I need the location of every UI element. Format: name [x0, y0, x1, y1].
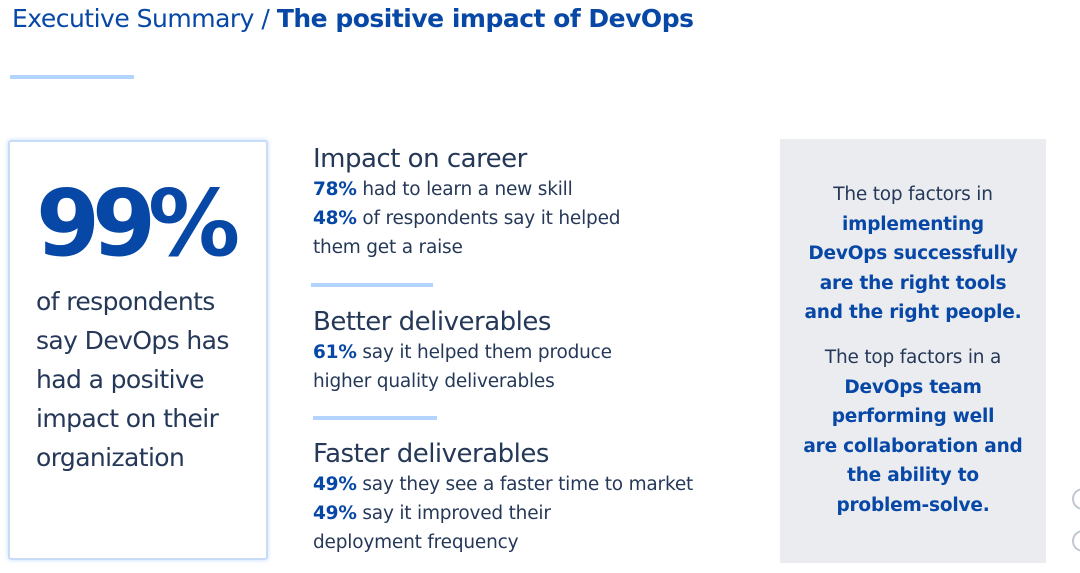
section-name: Executive Summary — [12, 4, 254, 33]
stat-description-line: had a positive — [36, 365, 205, 394]
impact-career: Impact on career 78% had to learn a new … — [313, 143, 621, 262]
top-factors-panel: The top factors in implementing DevOps s… — [780, 139, 1046, 563]
page-title: Executive Summary / The positive impact … — [12, 4, 694, 33]
stat-description-line: organization — [36, 443, 185, 472]
impact-percent: 78% — [313, 179, 357, 200]
impact-text: deployment frequency — [313, 532, 519, 553]
factors-highlight: implementing — [842, 213, 984, 235]
title-underline — [10, 75, 134, 79]
impact-divider — [313, 416, 437, 420]
impact-text: say they see a faster time to market — [356, 474, 694, 495]
factors-highlight: the ability to — [847, 465, 979, 486]
stat-description-line: say DevOps has — [36, 326, 229, 355]
impact-percent: 49% — [313, 474, 357, 495]
impact-line: 49% say it improved their — [313, 499, 693, 528]
factors-highlight: performing well — [831, 406, 995, 427]
impact-text: say it helped them produce — [356, 342, 612, 363]
factors-highlight: are collaboration and — [803, 435, 1023, 457]
stat-card: 99% of respondents say DevOps has had a … — [8, 140, 268, 560]
impact-divider — [311, 283, 433, 287]
impact-line: 49% say they see a faster time to market — [313, 470, 693, 499]
edge-decoration-icon — [1072, 488, 1080, 510]
impact-line: 78% had to learn a new skill — [313, 175, 620, 204]
stat-value: 99% — [36, 170, 240, 277]
impact-heading: Better deliverables — [313, 307, 551, 337]
impact-heading: Impact on career — [313, 144, 527, 174]
impact-better-deliverables: Better deliverables 61% say it helped th… — [313, 306, 612, 396]
impact-text: them get a raise — [313, 237, 463, 258]
impact-line: deployment frequency — [313, 528, 693, 557]
stat-description-line: impact on their — [36, 404, 219, 433]
impact-faster-deliverables: Faster deliverables 49% say they see a f… — [313, 438, 693, 557]
factors-highlight: DevOps successfully — [808, 243, 1018, 264]
stat-description: of respondents say DevOps has had a posi… — [36, 282, 266, 477]
impact-text: say it improved their — [356, 503, 551, 524]
impact-line: them get a raise — [313, 233, 620, 262]
impact-heading: Faster deliverables — [313, 439, 549, 469]
factors-performing: The top factors in a DevOps team perform… — [780, 343, 1046, 520]
impact-percent: 48% — [313, 208, 357, 229]
impact-percent: 61% — [313, 342, 357, 363]
factors-intro: The top factors in a — [824, 347, 1002, 368]
factors-highlight: and the right people. — [804, 302, 1022, 323]
edge-decoration-icon — [1072, 530, 1080, 552]
stat-description-line: of respondents — [36, 287, 215, 316]
factors-highlight: are the right tools — [819, 272, 1007, 294]
factors-implementing: The top factors in implementing DevOps s… — [780, 180, 1046, 328]
impact-line: 48% of respondents say it helped — [313, 204, 621, 233]
factors-highlight: problem-solve. — [836, 494, 990, 516]
impact-text: had to learn a new skill — [356, 179, 573, 200]
impact-line: 61% say it helped them produce — [313, 338, 612, 367]
impact-percent: 49% — [313, 503, 357, 524]
impact-text: of respondents say it helped — [356, 208, 621, 229]
title-main: The positive impact of DevOps — [276, 4, 694, 33]
impact-text: higher quality deliverables — [313, 371, 555, 392]
factors-highlight: DevOps team — [844, 376, 982, 398]
factors-intro: The top factors in — [833, 184, 993, 205]
impact-line: higher quality deliverables — [313, 367, 612, 396]
title-separator: / — [253, 4, 277, 33]
